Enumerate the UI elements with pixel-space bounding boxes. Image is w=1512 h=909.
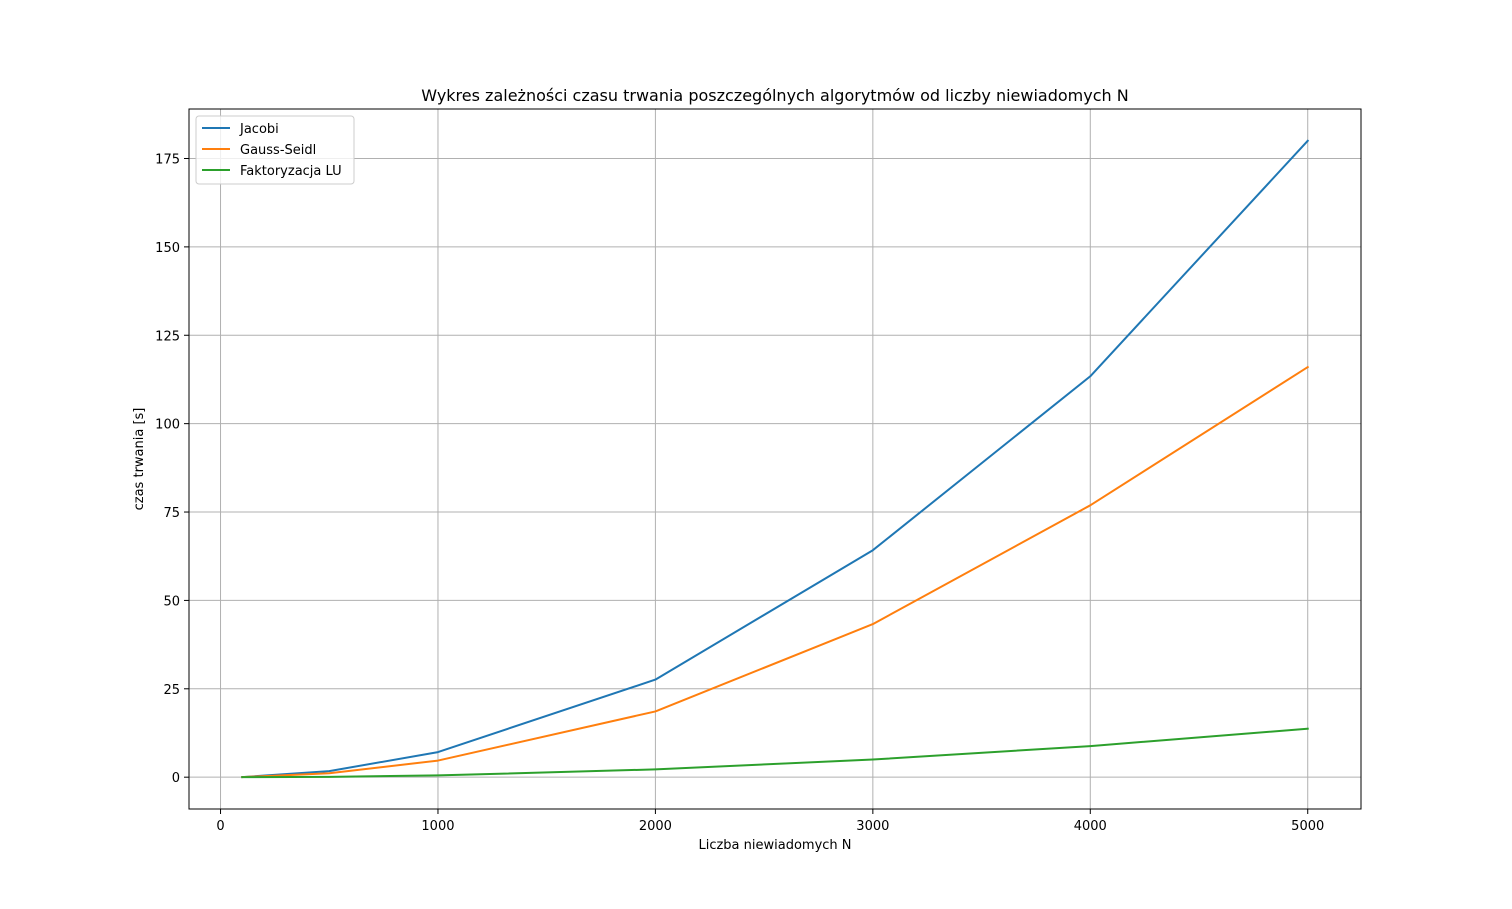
y-tick-label: 0	[172, 771, 180, 786]
y-tick-label: 100	[155, 418, 180, 433]
x-axis-label: Liczba niewiadomych N	[698, 838, 851, 853]
y-tick-label: 150	[155, 241, 180, 256]
series-line-1	[241, 139, 1310, 779]
x-tick-label: 1000	[421, 819, 454, 834]
legend: Jacobi Gauss-Seidl Faktoryzacja LU	[195, 115, 355, 185]
y-tick-label: 125	[155, 329, 180, 344]
y-axis-label: czas trwania [s]	[132, 408, 147, 511]
legend-label: Faktoryzacja LU	[240, 164, 342, 179]
y-tick-label: 25	[163, 683, 180, 698]
legend-label: Jacobi	[239, 122, 279, 137]
series-lines	[241, 139, 1310, 779]
legend-box	[195, 115, 355, 185]
y-axis-ticks: 0 25 50 75 100 125 150 175	[155, 152, 189, 786]
y-tick-label: 175	[155, 152, 180, 167]
y-tick-label: 50	[163, 594, 180, 609]
x-tick-label: 3000	[856, 819, 889, 834]
x-tick-label: 4000	[1074, 819, 1107, 834]
chart-title: Wykres zależności czasu trwania poszczeg…	[421, 86, 1128, 105]
x-tick-label: 0	[216, 819, 224, 834]
y-tick-label: 75	[163, 506, 180, 521]
series-line-2	[241, 365, 1310, 779]
x-tick-label: 2000	[639, 819, 672, 834]
series-line-3	[241, 727, 1309, 779]
legend-label: Gauss-Seidl	[240, 143, 316, 158]
grid	[189, 109, 1361, 809]
plot-frame	[188, 108, 1362, 810]
x-axis-ticks: 0 1000 2000 3000 4000 5000	[216, 809, 1324, 834]
x-tick-label: 5000	[1291, 819, 1324, 834]
